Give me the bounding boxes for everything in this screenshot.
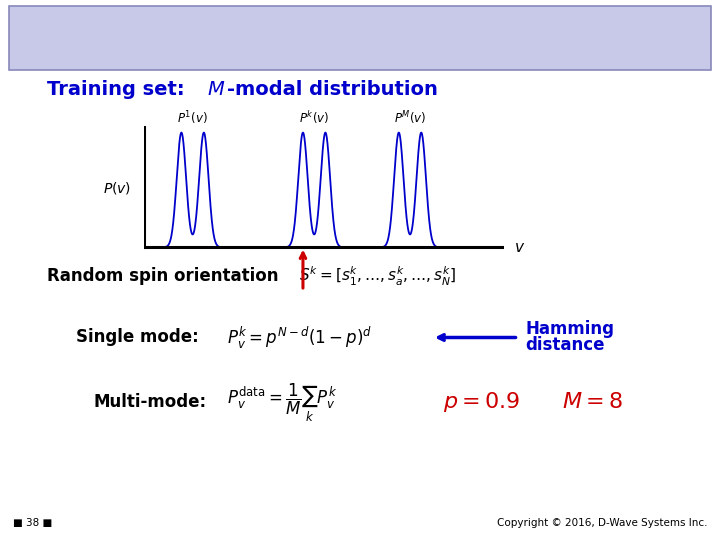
Text: $P_v^{\rm data} = \dfrac{1}{M}\sum_k P_v^k$: $P_v^{\rm data} = \dfrac{1}{M}\sum_k P_v…: [227, 381, 337, 423]
Text: $P(v)$: $P(v)$: [103, 180, 131, 195]
Text: -modal distribution: -modal distribution: [227, 79, 438, 99]
Text: Random spin orientation: Random spin orientation: [47, 267, 279, 286]
Text: $P^M(v)$: $P^M(v)$: [394, 110, 426, 127]
Text: $P_v^k = p^{N-d}(1-p)^d$: $P_v^k = p^{N-d}(1-p)^d$: [227, 325, 372, 350]
Text: $P^k(v)$: $P^k(v)$: [299, 110, 329, 126]
Text: $S^k = [s_1^k, \ldots, s_a^k, \ldots, s_N^k]$: $S^k = [s_1^k, \ldots, s_a^k, \ldots, s_…: [299, 265, 456, 288]
Text: $\mathit{M}$: $\mathit{M}$: [207, 79, 225, 99]
Text: Single mode:: Single mode:: [76, 328, 198, 347]
Text: Training set:: Training set:: [47, 79, 192, 99]
Text: Hamming: Hamming: [526, 320, 615, 339]
Text: Example:  10-Qubit QBM: Example: 10-Qubit QBM: [25, 29, 369, 52]
Text: $p = 0.9$: $p = 0.9$: [443, 390, 520, 414]
Text: Multi-mode:: Multi-mode:: [94, 393, 207, 411]
Text: $P^1(v)$: $P^1(v)$: [177, 110, 208, 127]
Text: $M = 8$: $M = 8$: [562, 392, 623, 413]
Text: $v$: $v$: [514, 240, 526, 255]
Text: ■ 38 ■: ■ 38 ■: [13, 518, 53, 528]
Text: distance: distance: [526, 335, 605, 354]
Text: Copyright © 2016, D-Wave Systems Inc.: Copyright © 2016, D-Wave Systems Inc.: [497, 518, 707, 528]
